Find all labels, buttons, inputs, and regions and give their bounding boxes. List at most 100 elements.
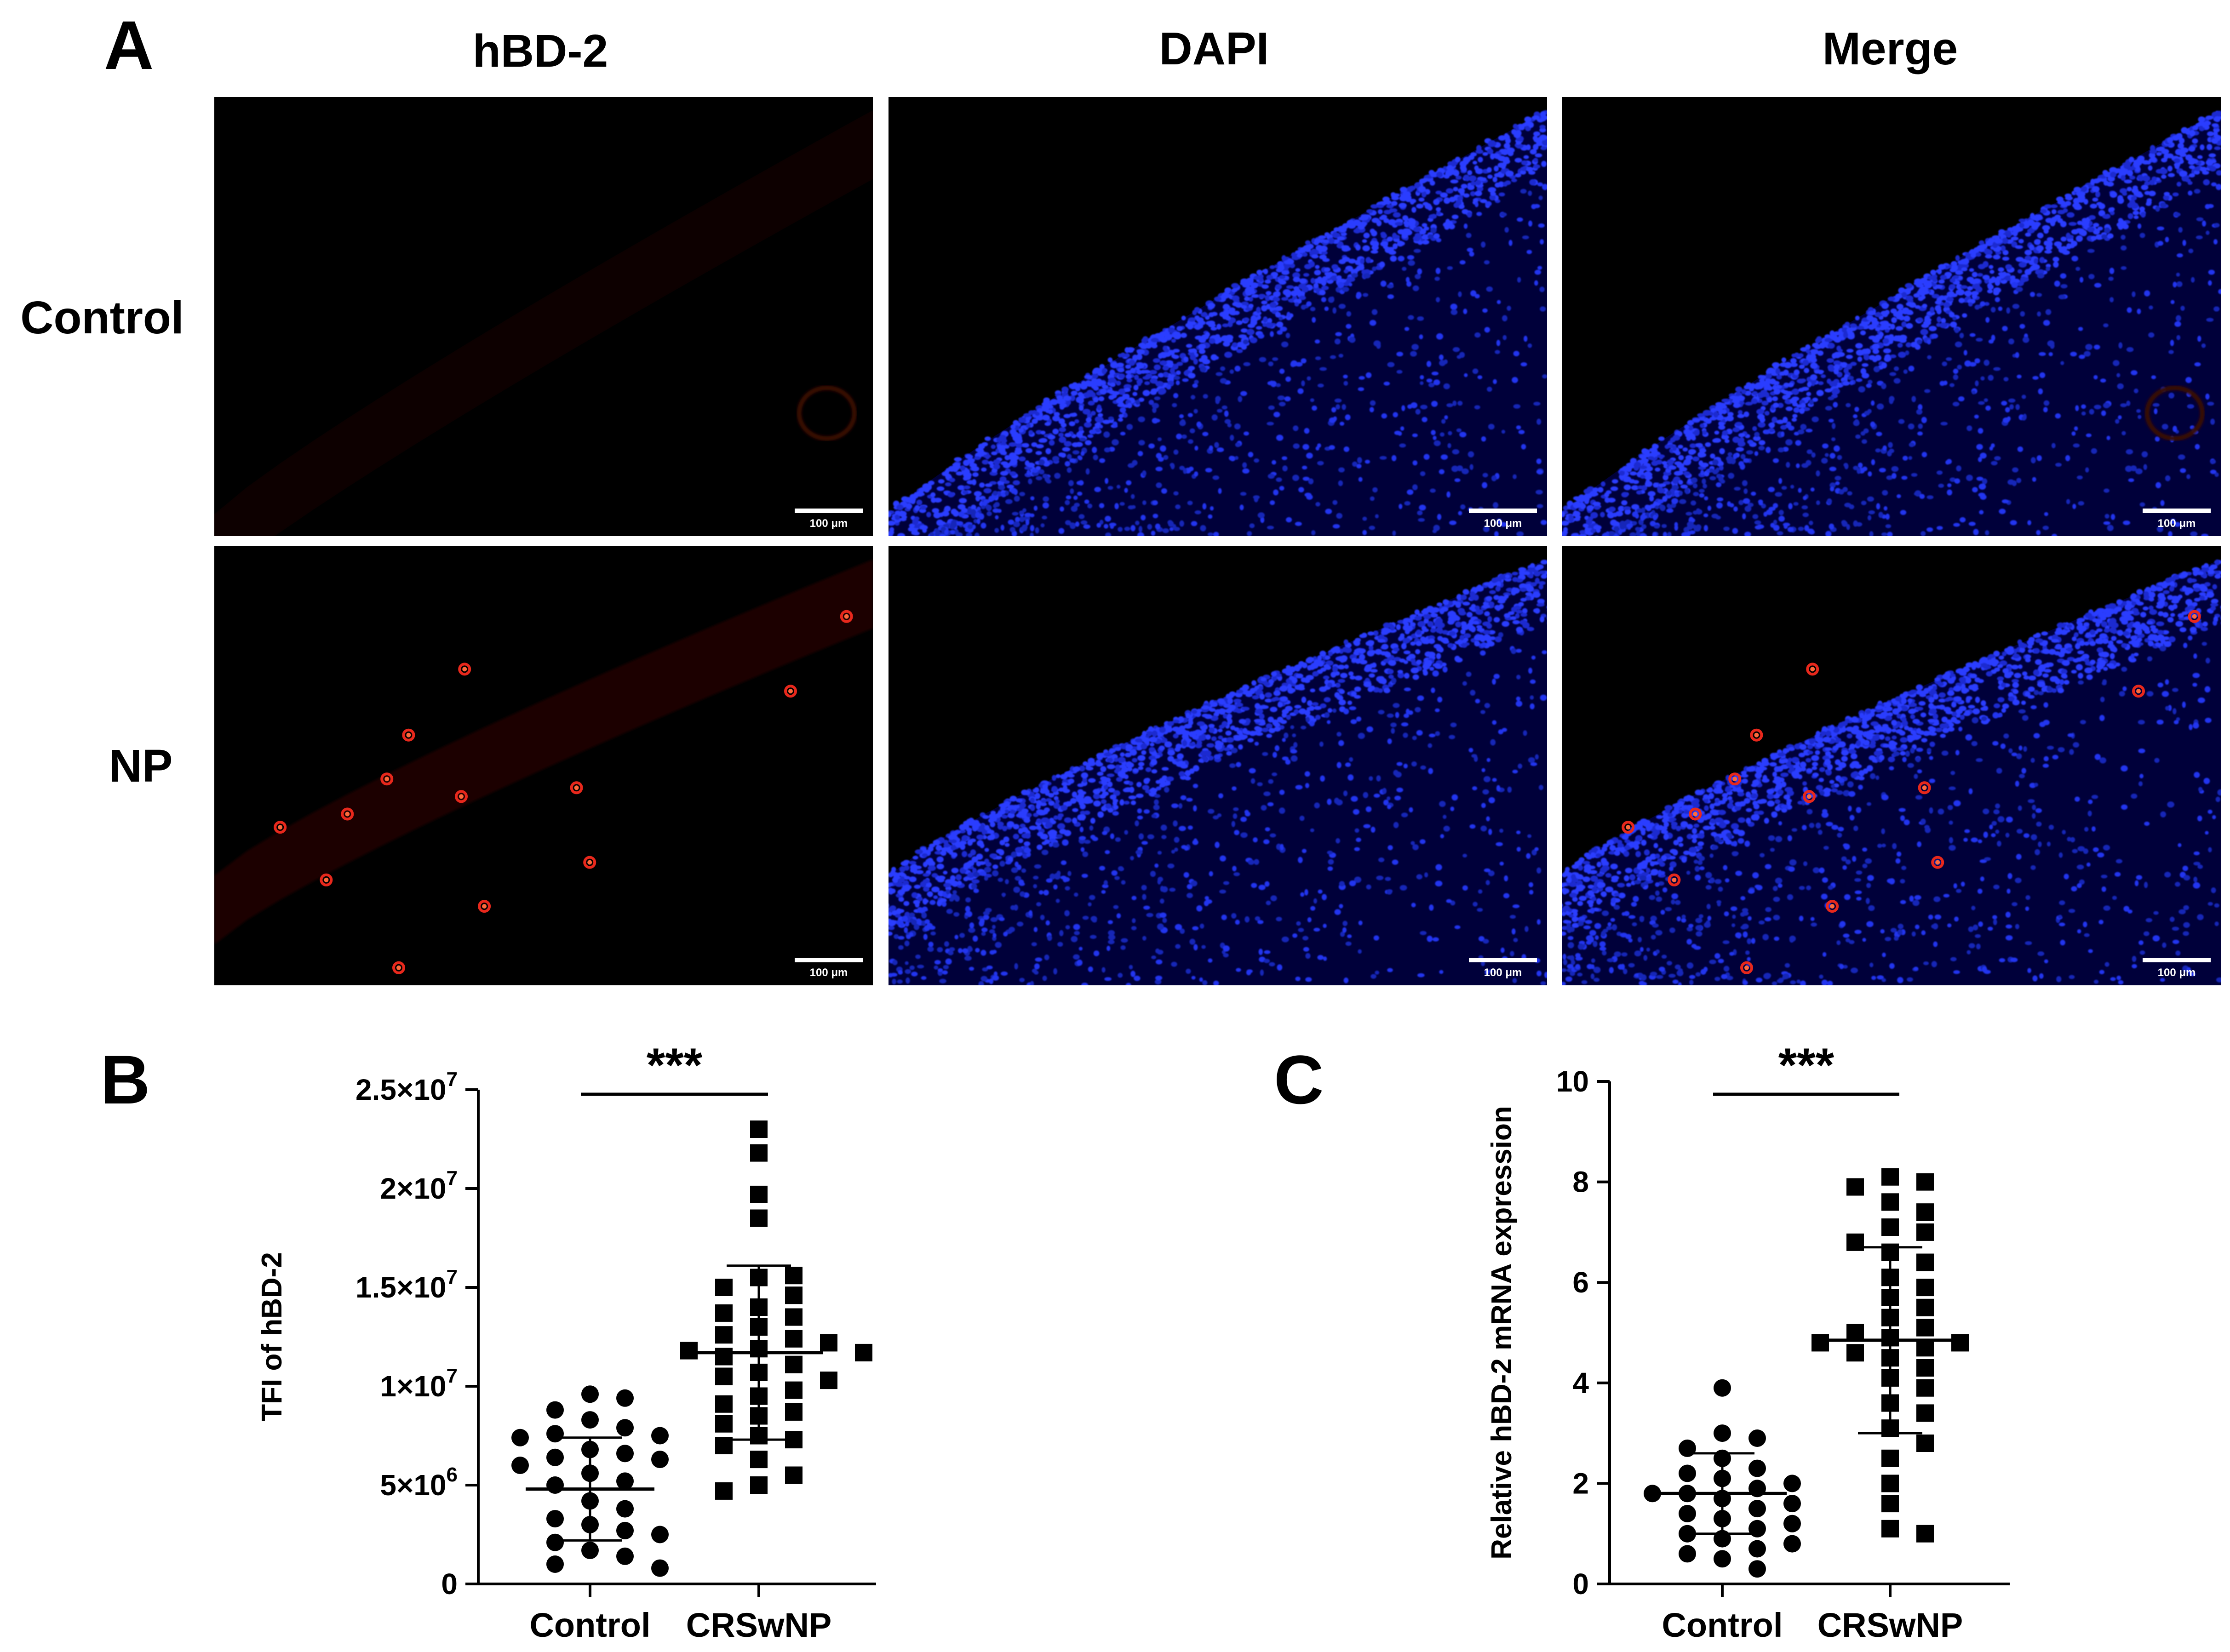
data-point	[651, 1427, 669, 1445]
data-point	[1714, 1424, 1731, 1442]
data-point	[1783, 1495, 1801, 1513]
data-point	[616, 1521, 634, 1539]
significance-label: ***	[1778, 1039, 1834, 1092]
y-tick-label: 8	[1572, 1166, 1589, 1199]
data-point	[651, 1451, 669, 1469]
data-point	[715, 1482, 733, 1500]
data-point	[1881, 1168, 1899, 1186]
scale-bar-label: 100 μm	[810, 966, 848, 979]
data-point	[855, 1343, 872, 1361]
scale-bar	[1469, 958, 1537, 962]
data-point	[1679, 1525, 1696, 1543]
y-axis-title: TFI of hBD-2	[256, 1252, 288, 1422]
data-point	[546, 1448, 564, 1466]
column-title-dapi: DAPI	[1159, 23, 1269, 74]
scale-bar	[1469, 509, 1537, 513]
data-point	[715, 1279, 733, 1296]
data-point	[785, 1381, 803, 1399]
data-point	[1916, 1203, 1934, 1221]
data-point	[1846, 1178, 1864, 1196]
data-point	[1714, 1550, 1731, 1568]
data-point	[750, 1185, 768, 1203]
data-point	[616, 1547, 634, 1565]
scale-bar	[795, 958, 863, 962]
data-point	[1783, 1535, 1801, 1553]
data-point	[1916, 1379, 1934, 1397]
panel-c: C 0 2 4 6 8 10 Control CRSwNP Relative hBD-2 mRN…	[1274, 1039, 2010, 1644]
scale-bar	[2143, 958, 2211, 962]
data-point	[1916, 1404, 1934, 1422]
data-point	[616, 1419, 634, 1437]
data-point	[1916, 1319, 1934, 1337]
scale-bar	[2143, 509, 2211, 513]
data-point	[1881, 1520, 1899, 1538]
data-point	[715, 1395, 733, 1413]
data-point	[1916, 1435, 1934, 1452]
series-crswnp	[1812, 1168, 1969, 1543]
chart-c: 0 2 4 6 8 10 Control CRSwNP Relative hBD-2 mRNA …	[1486, 1039, 2010, 1644]
x-tick-label: Control	[1662, 1606, 1783, 1644]
data-point	[546, 1555, 564, 1573]
data-point	[1881, 1218, 1899, 1236]
data-point	[1881, 1495, 1899, 1513]
significance-label: ***	[647, 1039, 703, 1092]
hbd2-positive-cells	[274, 610, 853, 974]
data-point	[1916, 1253, 1934, 1271]
data-point	[1881, 1193, 1899, 1211]
nuclei	[889, 560, 1547, 985]
y-tick-label: 4	[1572, 1366, 1589, 1400]
scale-bar-label: 100 μm	[810, 517, 848, 530]
data-point	[750, 1451, 768, 1469]
data-point	[1916, 1298, 1934, 1316]
panel-b-letter: B	[100, 1041, 150, 1118]
nuclei	[1562, 559, 2221, 985]
data-point	[1846, 1324, 1864, 1342]
column-title-merge: Merge	[1823, 23, 1958, 74]
scale-bar-label: 100 μm	[1484, 517, 1522, 530]
data-point	[785, 1308, 803, 1326]
data-point	[1951, 1334, 1969, 1352]
data-point	[785, 1403, 803, 1421]
data-point	[750, 1120, 768, 1138]
y-tick-label: 10	[1556, 1065, 1589, 1098]
series-crswnp	[680, 1120, 872, 1500]
series-control	[1644, 1379, 1801, 1578]
data-point	[1916, 1339, 1934, 1357]
data-point	[1644, 1485, 1661, 1503]
data-point	[616, 1500, 634, 1518]
chart-b: 0 5×106 1×107 1.5×107 2×107 2.5×107 Control CRS…	[256, 1039, 876, 1644]
data-point	[1916, 1173, 1934, 1191]
data-point	[785, 1267, 803, 1285]
data-point	[1714, 1379, 1731, 1397]
nuclei	[1562, 110, 2221, 536]
micrograph-np-merge: 100 μm	[1562, 546, 2221, 985]
y-tick-label: 0	[1572, 1567, 1589, 1601]
data-point	[1679, 1545, 1696, 1563]
data-point	[1679, 1505, 1696, 1522]
y-tick-label: 0	[441, 1567, 458, 1601]
data-point	[1783, 1475, 1801, 1492]
data-point	[715, 1304, 733, 1322]
y-axis-title: Relative hBD-2 mRNA expression	[1486, 1106, 1518, 1560]
scale-bar	[795, 509, 863, 513]
data-point	[511, 1429, 529, 1446]
data-point	[616, 1389, 634, 1407]
data-point	[785, 1330, 803, 1348]
data-point	[1916, 1525, 1934, 1543]
data-point	[581, 1411, 599, 1429]
x-tick-label: CRSwNP	[1817, 1606, 1963, 1644]
scale-bar-label: 100 μm	[2158, 966, 2196, 979]
data-point	[715, 1326, 733, 1344]
autofluorescence-band	[214, 110, 873, 536]
panel-c-letter: C	[1274, 1041, 1324, 1118]
data-point	[820, 1372, 837, 1389]
data-point	[1748, 1500, 1766, 1518]
column-title-hbd2: hBD-2	[473, 25, 608, 77]
row-label-control: Control	[20, 292, 183, 343]
y-tick-label: 5×106	[380, 1463, 458, 1502]
row-label-np: NP	[109, 740, 173, 792]
data-point	[680, 1342, 698, 1360]
hbd2-faint-signal	[797, 385, 857, 441]
micrograph-np-hbd2: 100 μm	[214, 546, 873, 985]
data-point	[1748, 1540, 1766, 1558]
